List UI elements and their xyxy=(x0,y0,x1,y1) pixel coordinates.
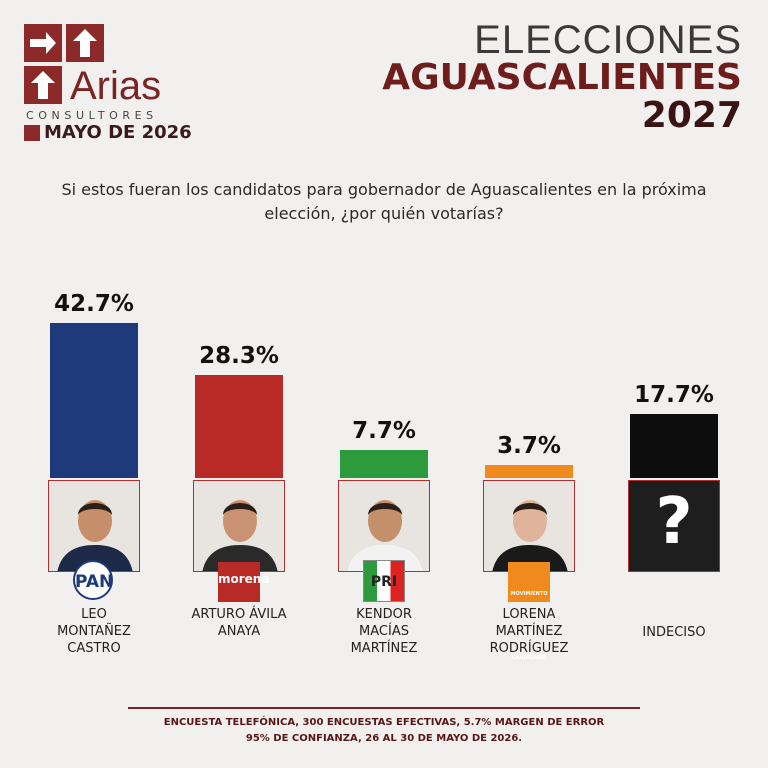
title-line: 2027 xyxy=(641,95,742,136)
bar xyxy=(340,450,428,478)
logo-square xyxy=(24,24,62,62)
title-line: ELECCIONES xyxy=(474,18,742,62)
candidate-name: LORENA MARTÍNEZ RODRÍGUEZ xyxy=(489,607,569,656)
party-logo: PRI xyxy=(363,560,405,602)
value-label: 7.7% xyxy=(352,418,416,445)
logo-square xyxy=(24,66,62,104)
divider xyxy=(128,707,640,709)
party-logo: PAN xyxy=(73,560,113,600)
candidate-frame xyxy=(193,480,285,572)
title-line: AGUASCALIENTES xyxy=(382,57,742,98)
footnote: 95% DE CONFIANZA, 26 AL 30 DE MAYO DE 20… xyxy=(245,733,523,744)
candidate-name: KENDOR MACÍAS MARTÍNEZ xyxy=(350,607,418,656)
candidate-frame: ? xyxy=(628,480,720,572)
bar xyxy=(630,413,718,478)
arrow-icon xyxy=(30,32,56,54)
arrow-icon xyxy=(31,71,55,99)
bar xyxy=(485,464,573,478)
value-label: 17.7% xyxy=(634,381,714,408)
candidate-frame xyxy=(483,480,575,572)
candidate-frame xyxy=(338,480,430,572)
candidate-frame xyxy=(48,480,140,572)
footnote: ENCUESTA TELEFÓNICA, 300 ENCUESTAS EFECT… xyxy=(163,717,605,728)
candidate-photo xyxy=(484,481,574,571)
arrow-icon xyxy=(73,29,97,57)
date-marker xyxy=(24,125,40,141)
date: MAYO DE 2026 xyxy=(44,122,192,143)
party-logo: MOVIMIENTO CIUDADANO xyxy=(508,562,550,661)
undecided-symbol: ? xyxy=(655,485,693,559)
brand-name: Arias xyxy=(70,64,162,108)
candidate-photo xyxy=(339,481,429,571)
bar xyxy=(50,322,138,478)
candidate-name: ARTURO ÁVILA ANAYA xyxy=(191,607,287,639)
candidate-photo xyxy=(49,481,139,571)
party-logo: morena xyxy=(218,562,269,602)
value-label: 28.3% xyxy=(199,343,279,370)
bar xyxy=(195,375,283,478)
candidate-photo xyxy=(194,481,284,571)
value-label: 3.7% xyxy=(497,432,561,459)
candidate-name: INDECISO xyxy=(642,625,706,640)
value-label: 42.7% xyxy=(54,290,134,317)
question: Si estos fueran los candidatos para gobe… xyxy=(61,180,707,223)
candidate-name: LEO MONTAÑEZ CASTRO xyxy=(57,607,131,656)
brand-subtitle: CONSULTORES xyxy=(26,109,158,122)
logo-square xyxy=(66,24,104,62)
